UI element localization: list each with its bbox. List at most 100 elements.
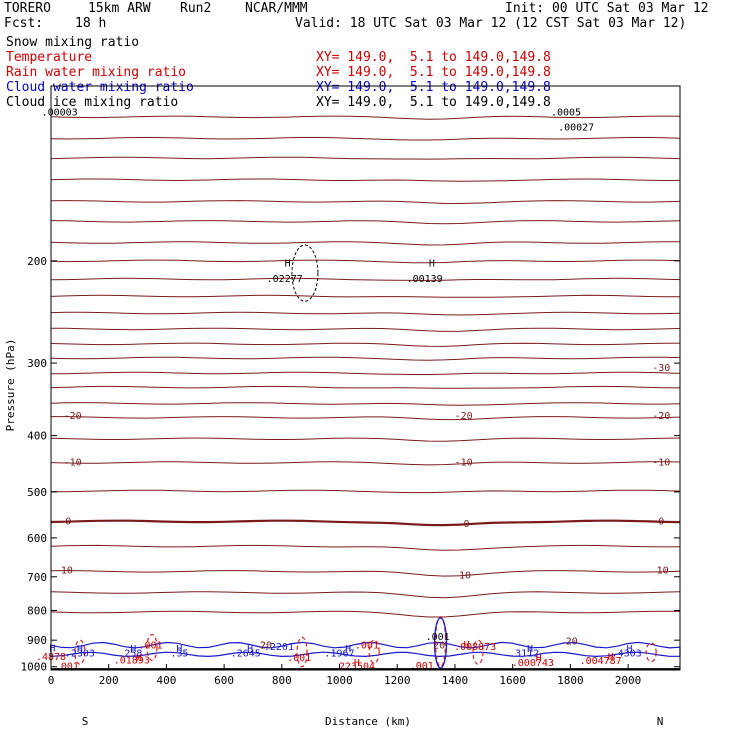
- isotherm-line: [50, 200, 681, 205]
- legend-item-name: Cloud water mixing ratio: [6, 80, 194, 95]
- resolution-label: 15km ARW: [88, 1, 151, 16]
- x-tick-label: 200: [99, 674, 119, 687]
- contour-label: .001: [287, 653, 311, 664]
- isotherm-line: [50, 259, 681, 264]
- run-label: Run2: [180, 1, 212, 16]
- rain-contour: [368, 639, 380, 664]
- isotherm-line: [51, 371, 681, 375]
- contour-label: .008873: [454, 642, 496, 653]
- contour-label: .2645: [231, 648, 261, 659]
- x-tick-label: 1400: [442, 674, 469, 687]
- contour-label: .001: [355, 641, 379, 652]
- y-tick-label: 400: [27, 430, 47, 443]
- contour-label: 10: [459, 571, 471, 582]
- contour-label: .3112: [509, 648, 539, 659]
- contour-label: .001: [410, 661, 434, 672]
- contour-label: 10: [657, 566, 669, 577]
- isotherm-line: [50, 115, 681, 120]
- contour-label: .001: [138, 641, 162, 652]
- high-marker: H: [463, 640, 469, 651]
- x-tick-label: 1600: [499, 674, 526, 687]
- high-marker: H: [176, 644, 182, 655]
- contour-label: 20: [260, 641, 272, 652]
- high-marker: H: [354, 658, 360, 669]
- y-tick-label: 700: [27, 571, 47, 584]
- isotherm-line: [50, 294, 680, 298]
- x-tick-label: 0: [48, 674, 55, 687]
- isotherm-line: [50, 136, 681, 141]
- isotherm-line: [50, 241, 680, 246]
- contour-label: .2201: [264, 642, 294, 653]
- high-marker: H: [429, 258, 435, 269]
- contour-labels: -30 -20 -20 -20 -10 -10 -10 0 0 0 10 10 10 20 20 20 .000…: [36, 107, 670, 672]
- isotherm-line: [50, 327, 681, 332]
- contour-label: -20: [455, 411, 473, 422]
- contour-label: .001: [426, 632, 450, 643]
- x-tick-label: 1800: [557, 674, 584, 687]
- contour-label: .01893: [114, 655, 150, 666]
- contour-label: .0005: [551, 107, 581, 118]
- x-axis-label: Distance (km): [325, 715, 411, 728]
- y-tick-label: 800: [27, 604, 47, 617]
- x-tick-label: 1200: [384, 674, 411, 687]
- rain-contour: [434, 616, 447, 668]
- legend-item-name: Rain water mixing ratio: [6, 65, 187, 80]
- contour-label: .001: [55, 662, 79, 673]
- init-time: Init: 00 UTC Sat 03 Mar 12: [505, 1, 709, 16]
- contour-label: 10: [61, 566, 73, 577]
- legend-item-name: Temperature: [6, 50, 93, 65]
- y-axis-label: Pressure (hPa): [4, 339, 17, 432]
- legend-item-range: XY= 149.0, 5.1 to 149.0,149.8: [316, 95, 551, 110]
- contour-label: .4303: [612, 648, 642, 659]
- legend-item-name: Snow mixing ratio: [6, 35, 140, 50]
- y-tick-label: 900: [27, 634, 47, 647]
- high-marker: H: [77, 644, 83, 655]
- contour-label: -10: [455, 458, 473, 469]
- contour-label: 20: [566, 637, 578, 648]
- high-marker: H: [527, 644, 533, 655]
- fcst-label: Fcst:: [4, 16, 44, 31]
- y-tick-label: 300: [27, 357, 47, 370]
- high-marker: H: [136, 653, 142, 664]
- x-tick-label: 600: [214, 674, 234, 687]
- isotherm-line: [50, 178, 681, 182]
- isotherm-line: [50, 489, 681, 494]
- rain-contour: [74, 639, 86, 665]
- isotherm-line: [50, 311, 681, 316]
- high-marker: H: [536, 654, 542, 665]
- contour-label: .000743: [512, 658, 554, 669]
- isotherm-line: [50, 156, 681, 160]
- isotherm-line: [50, 402, 681, 406]
- high-marker: H: [345, 644, 351, 655]
- rain-contour: [146, 633, 158, 661]
- contour-label: .00139: [407, 274, 443, 285]
- cloud-water-contour: [433, 617, 448, 669]
- plot-border: [50, 85, 681, 671]
- contour-label: .2303: [65, 648, 95, 659]
- contour-label: .004787: [580, 656, 622, 667]
- model-name: TORERO: [4, 1, 51, 16]
- north-label: N: [657, 715, 664, 728]
- plot-frame: [50, 85, 681, 671]
- high-marker: H: [130, 644, 136, 655]
- x-tick-label: 1000: [326, 674, 353, 687]
- x-tick-label: 2000: [615, 674, 642, 687]
- isotherm-lines: [50, 115, 681, 618]
- rain-contour: [296, 636, 308, 668]
- high-marker: H: [626, 644, 632, 655]
- high-marker: H: [49, 643, 55, 654]
- isotherm-line: [50, 519, 681, 527]
- valid-time: Valid: 18 UTC Sat 03 Mar 12 (12 CST Sat …: [295, 16, 687, 31]
- contour-label: .02277: [267, 274, 303, 285]
- x-tick-label: 800: [272, 674, 292, 687]
- isotherm-line: [50, 356, 681, 361]
- rain-contour: [645, 642, 657, 663]
- ice-contour: [291, 244, 319, 302]
- isotherm-line: [50, 277, 681, 281]
- contour-label: 20: [433, 641, 445, 652]
- y-tick-label: 500: [27, 486, 47, 499]
- isotherm-line: [50, 610, 681, 618]
- rain-contour: [472, 639, 484, 665]
- contour-label: -20: [652, 411, 670, 422]
